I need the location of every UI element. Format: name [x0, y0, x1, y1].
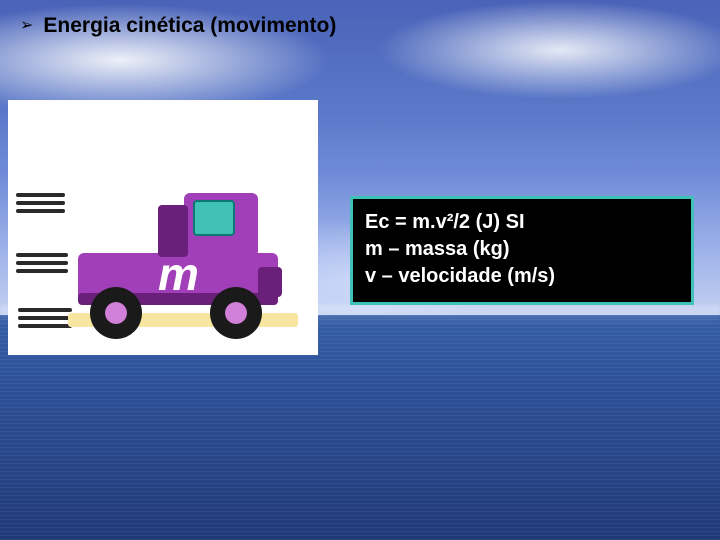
content-layer: ➢ Energia cinética (movimento) V: [0, 0, 720, 540]
formula-line-2: m – massa (kg): [365, 236, 679, 263]
formula-line-1: Ec = m.v²/2 (J) SI: [365, 209, 679, 236]
bullet-icon: ➢: [20, 18, 33, 34]
svg-text:m: m: [158, 248, 199, 300]
title-row: ➢ Energia cinética (movimento): [20, 14, 336, 38]
page-title: Energia cinética (movimento): [43, 14, 336, 38]
formula-line-3: v – velocidade (m/s): [365, 263, 679, 290]
vehicle-panel: m: [8, 100, 318, 355]
truck-illustration: m: [8, 135, 308, 350]
formula-box: Ec = m.v²/2 (J) SI m – massa (kg) v – ve…: [350, 196, 694, 305]
